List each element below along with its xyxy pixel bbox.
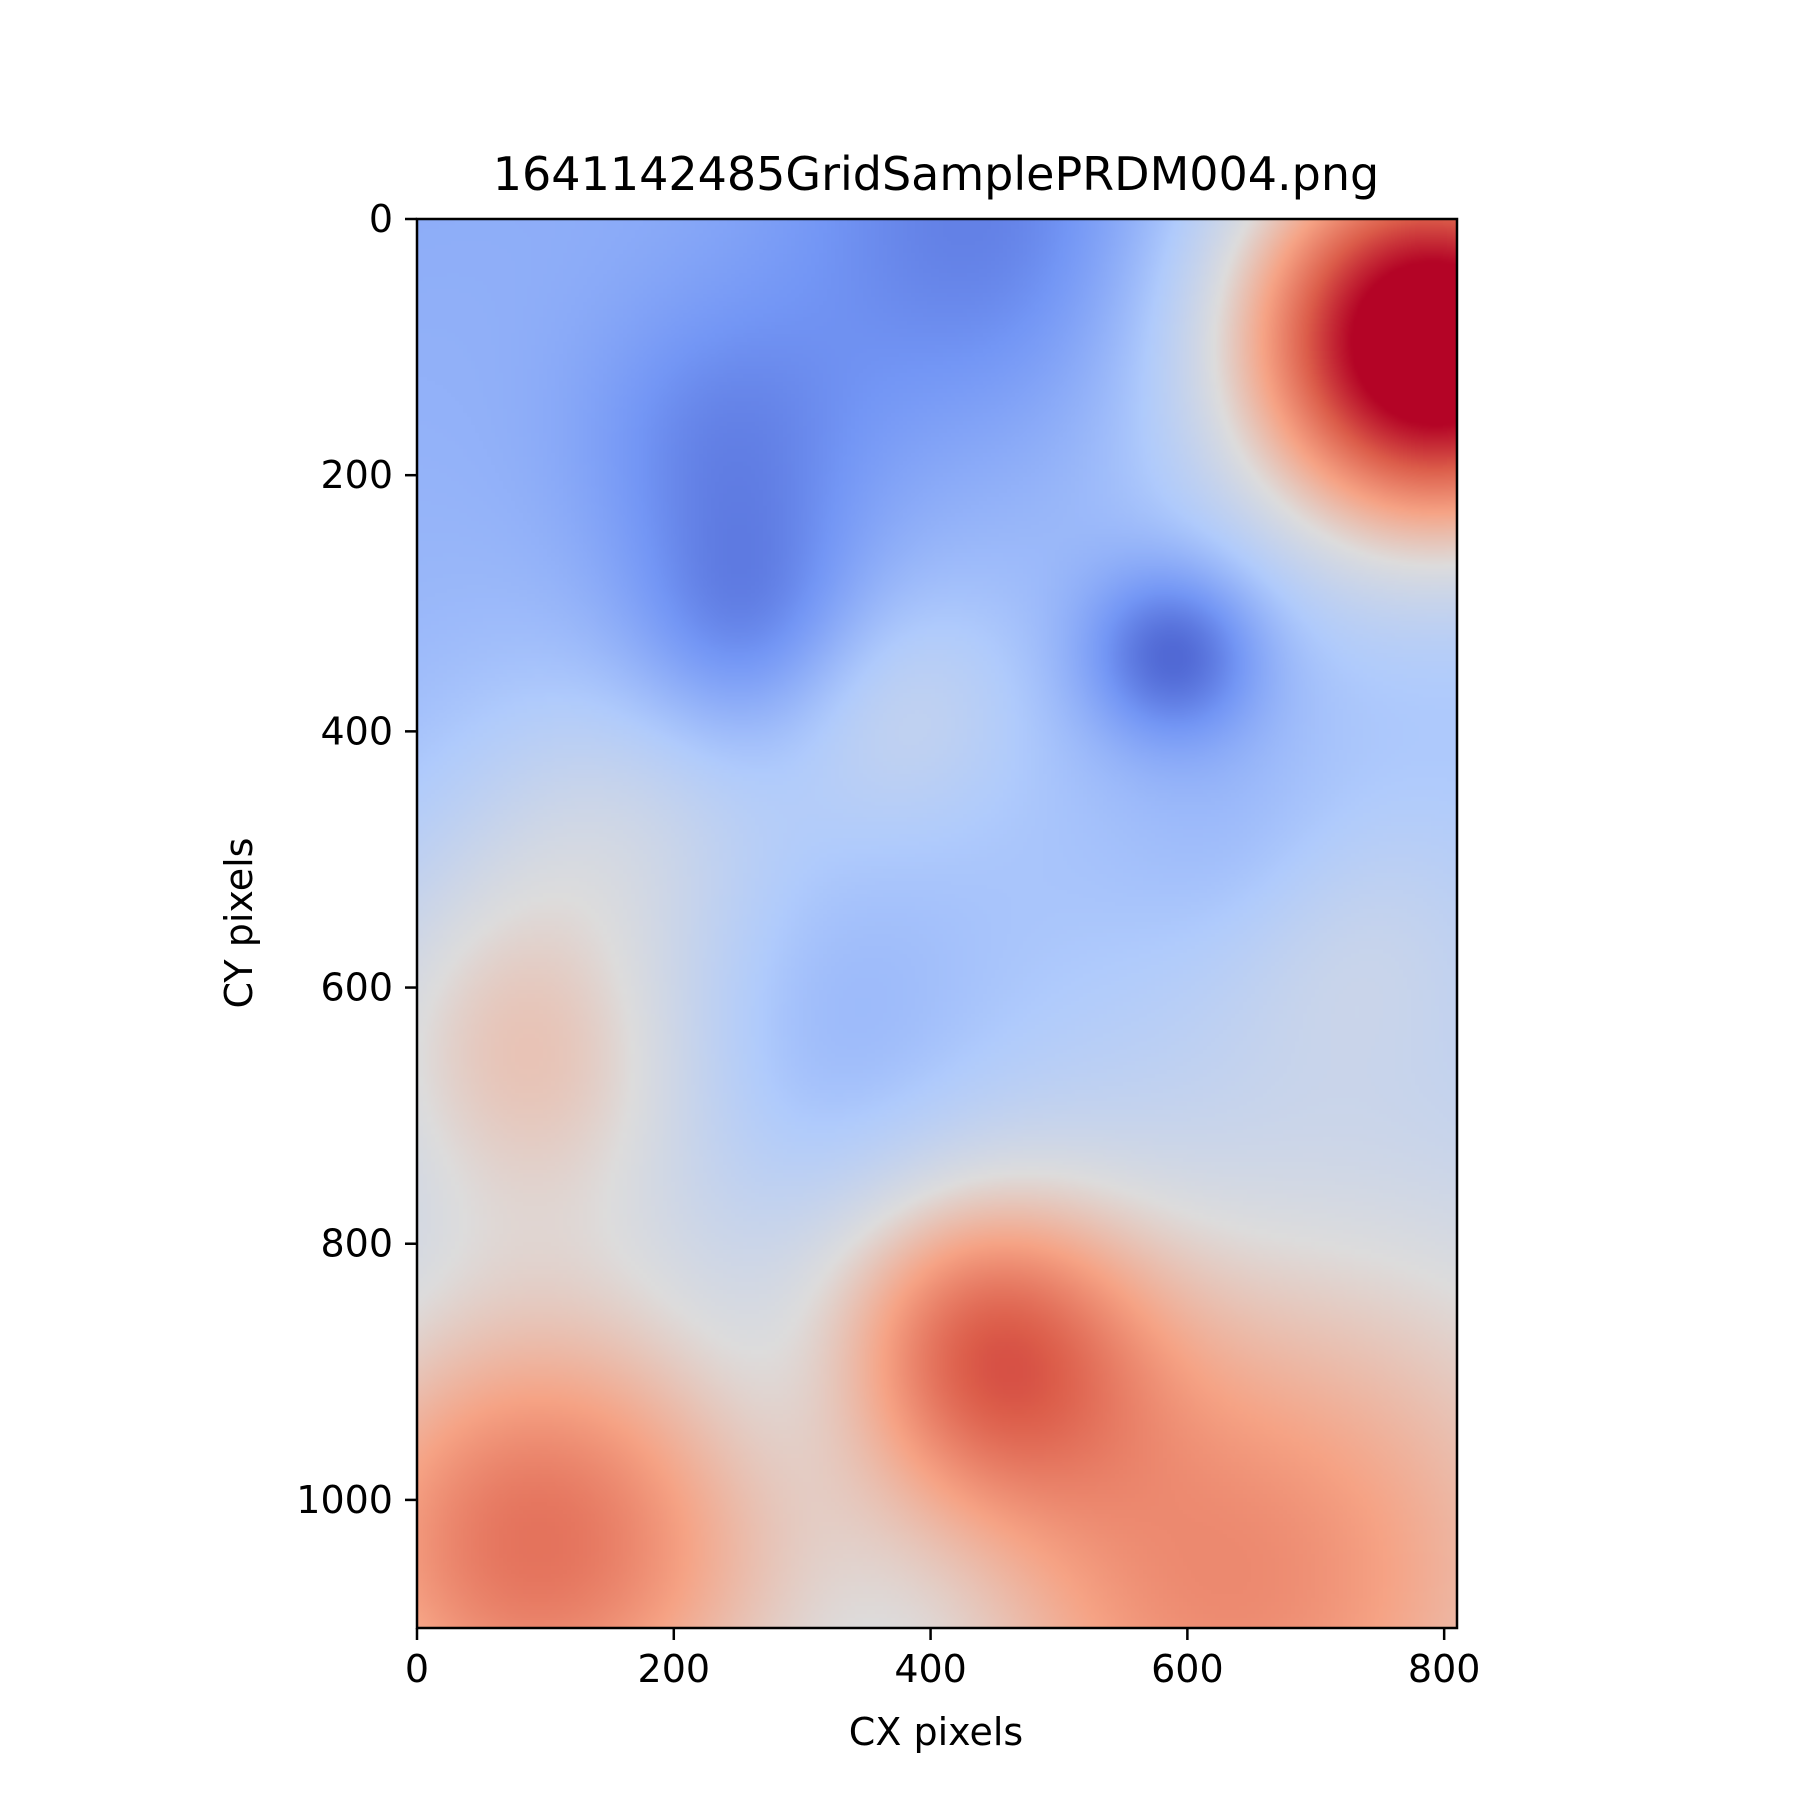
x-axis: 0 200 400 600 800 [405,1628,1481,1691]
x-tick-label: 400 [894,1647,967,1691]
x-tick-label: 600 [1151,1647,1224,1691]
heatmap-image [417,219,1457,1628]
y-tick-label: 600 [320,966,393,1010]
x-axis-label: CX pixels [849,1710,1023,1754]
x-tick-label: 800 [1408,1647,1481,1691]
chart-title: 1641142485GridSamplePRDM004.png [493,147,1379,201]
y-tick-label: 1000 [296,1478,393,1522]
y-axis-label: CY pixels [217,838,261,1009]
plot-frame [415,217,1459,1630]
y-axis: 0 200 400 600 800 1000 [296,197,417,1522]
y-tick-label: 800 [320,1222,393,1266]
y-tick-label: 0 [369,197,393,241]
y-tick-label: 200 [320,453,393,497]
x-tick-label: 200 [638,1647,711,1691]
x-tick-label: 0 [405,1647,429,1691]
y-tick-label: 400 [320,709,393,753]
